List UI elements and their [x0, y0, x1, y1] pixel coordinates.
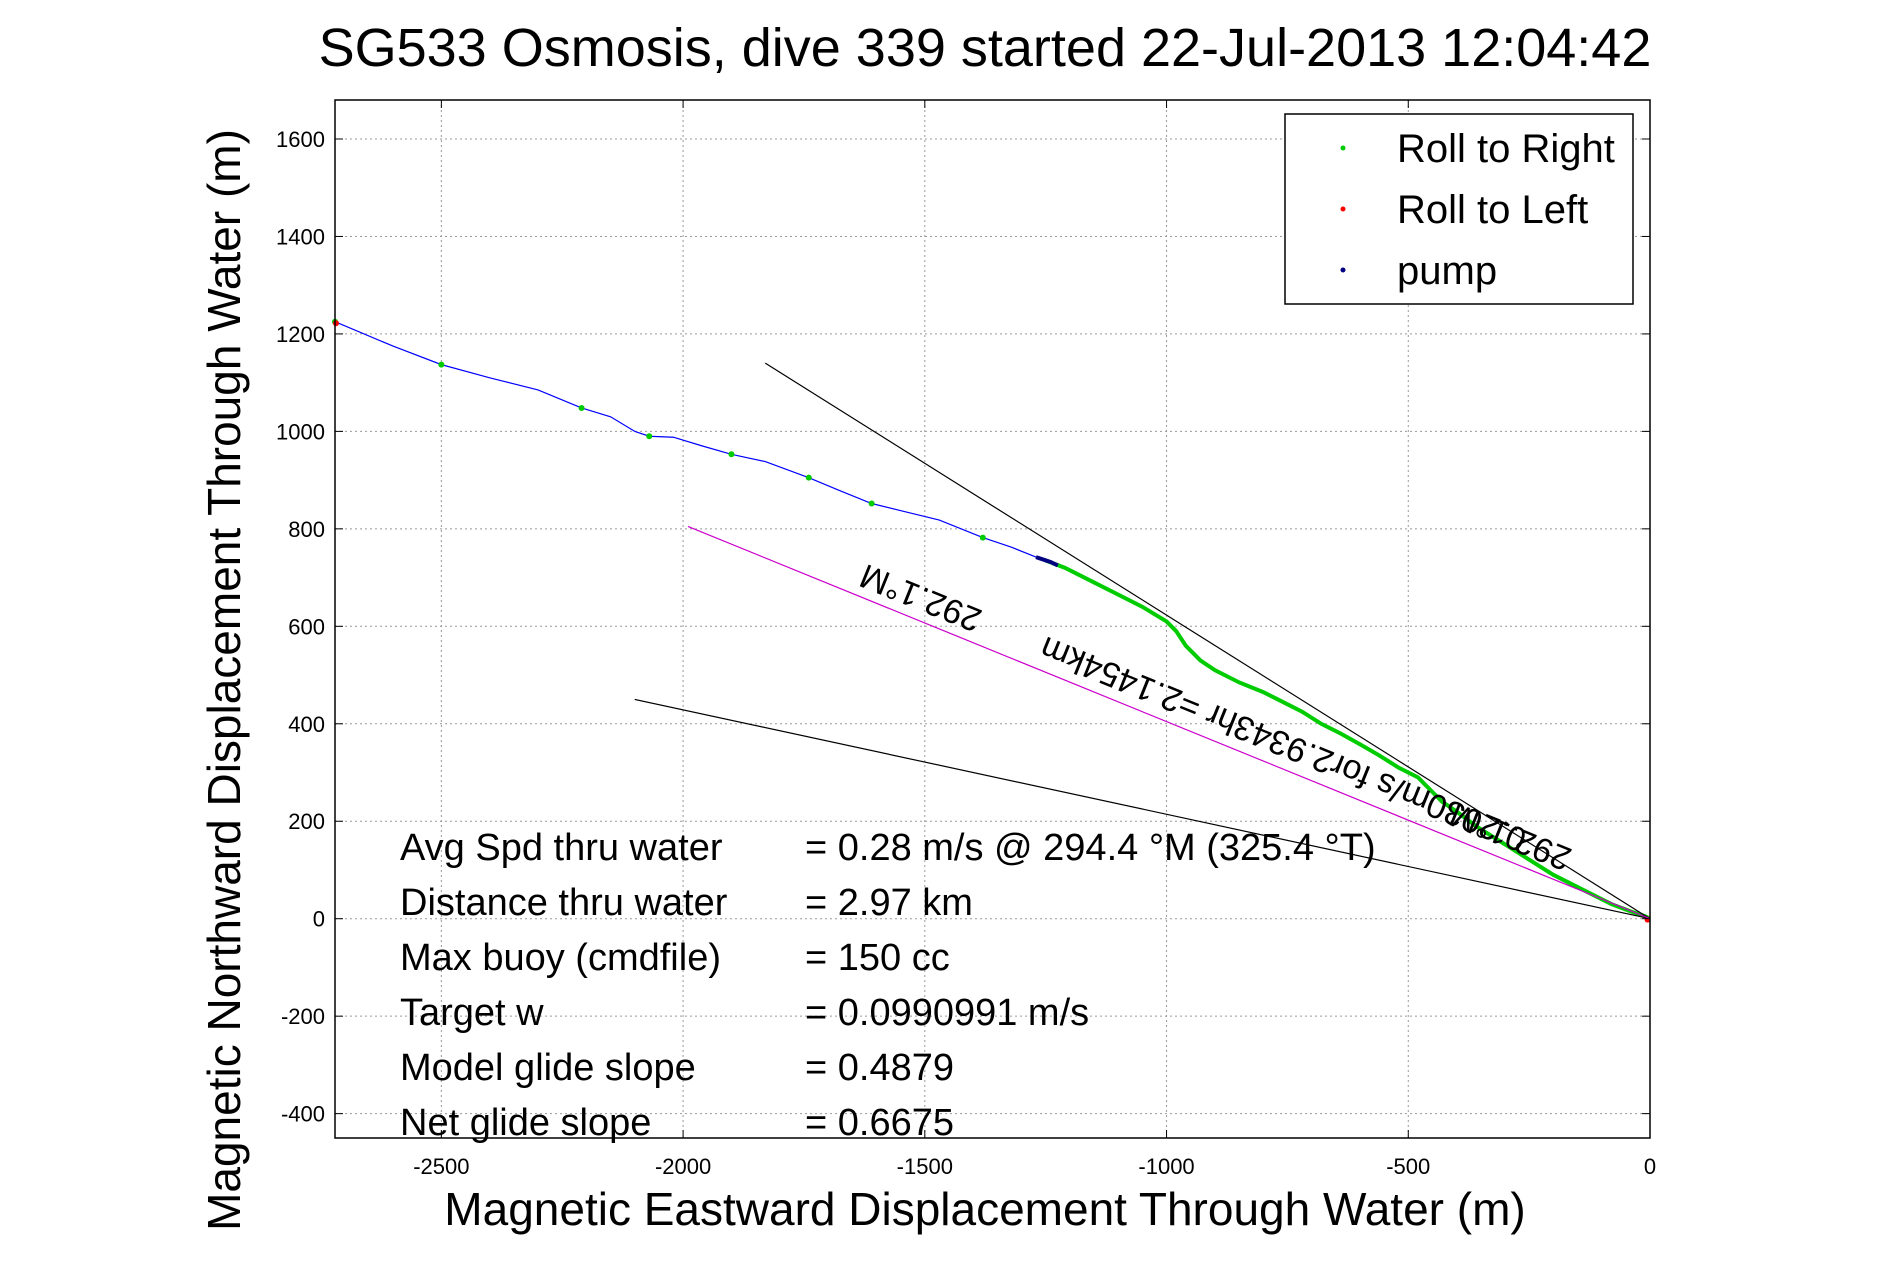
- x-tick-label: -2000: [655, 1154, 711, 1179]
- y-tick-label: 1200: [276, 322, 325, 347]
- series-line: [334, 321, 1046, 562]
- y-tick-label: 400: [288, 712, 325, 737]
- series-layer: [332, 318, 1651, 923]
- series-line: [764, 362, 1651, 920]
- series-point: [868, 500, 875, 507]
- x-axis-label: Magnetic Eastward Displacement Through W…: [444, 1183, 1525, 1235]
- series-line: [1035, 555, 1059, 568]
- stat-value: = 150 cc: [805, 937, 950, 979]
- legend-label: Roll to Right: [1397, 127, 1615, 171]
- series-point: [805, 474, 812, 481]
- y-tick-label: 600: [288, 614, 325, 639]
- y-tick-label: 200: [288, 809, 325, 834]
- series-point: [646, 433, 653, 440]
- series-point: [578, 404, 585, 411]
- x-tick-label: -1500: [897, 1154, 953, 1179]
- series-line: [634, 698, 1651, 920]
- x-tick-label: 0: [1644, 1154, 1656, 1179]
- tick-layer: -2500 -2000 -1500 -1000 -500 0-400-2000200400…: [276, 100, 1656, 1179]
- stat-value: = 2.97 km: [805, 882, 973, 924]
- y-tick-label: -200: [281, 1004, 325, 1029]
- legend-marker: [1340, 145, 1346, 151]
- y-tick-label: 0: [313, 907, 325, 932]
- heading-annotation: 292.1°M: [1445, 795, 1577, 878]
- series-point: [438, 361, 445, 368]
- stat-label: Model glide slope: [400, 1047, 696, 1089]
- stat-label: Target w: [400, 992, 544, 1034]
- series-line: [1044, 558, 1651, 921]
- stat-label: Avg Spd thru water: [400, 827, 723, 869]
- axes-frame: [334, 99, 1651, 1139]
- legend-label: pump: [1397, 249, 1497, 293]
- stat-label: Net glide slope: [400, 1102, 651, 1144]
- y-tick-label: 1400: [276, 224, 325, 249]
- stat-value: = 0.0990991 m/s: [805, 992, 1089, 1034]
- stats-block: Avg Spd thru water = 0.28 m/s @ 294.4 °M …: [400, 827, 1376, 1144]
- y-tick-label: -400: [281, 1102, 325, 1127]
- stat-label: Max buoy (cmdfile): [400, 937, 721, 979]
- y-tick-label: 1600: [276, 127, 325, 152]
- x-tick-label: -2500: [413, 1154, 469, 1179]
- y-axis-label: Magnetic Northward Displacement Through …: [198, 129, 250, 1231]
- y-tick-label: 800: [288, 517, 325, 542]
- stat-value: = 0.4879: [805, 1047, 954, 1089]
- series-point: [728, 451, 735, 458]
- series-point: [332, 320, 339, 327]
- stat-value: = 0.6675: [805, 1102, 954, 1144]
- x-tick-label: -500: [1386, 1154, 1430, 1179]
- legend: Roll to Right Roll to Left pump: [1284, 113, 1634, 305]
- legend-marker: [1340, 267, 1346, 273]
- chart-title: SG533 Osmosis, dive 339 started 22-Jul-2…: [319, 18, 1652, 78]
- legend-marker: [1340, 206, 1346, 212]
- stat-value: = 0.28 m/s @ 294.4 °M (325.4 °T): [805, 827, 1376, 869]
- series-point: [979, 534, 986, 541]
- x-tick-label: -1000: [1138, 1154, 1194, 1179]
- series-line: [687, 525, 1651, 920]
- stat-label: Distance thru water: [400, 882, 728, 924]
- y-tick-label: 1000: [276, 419, 325, 444]
- legend-label: Roll to Left: [1397, 188, 1588, 232]
